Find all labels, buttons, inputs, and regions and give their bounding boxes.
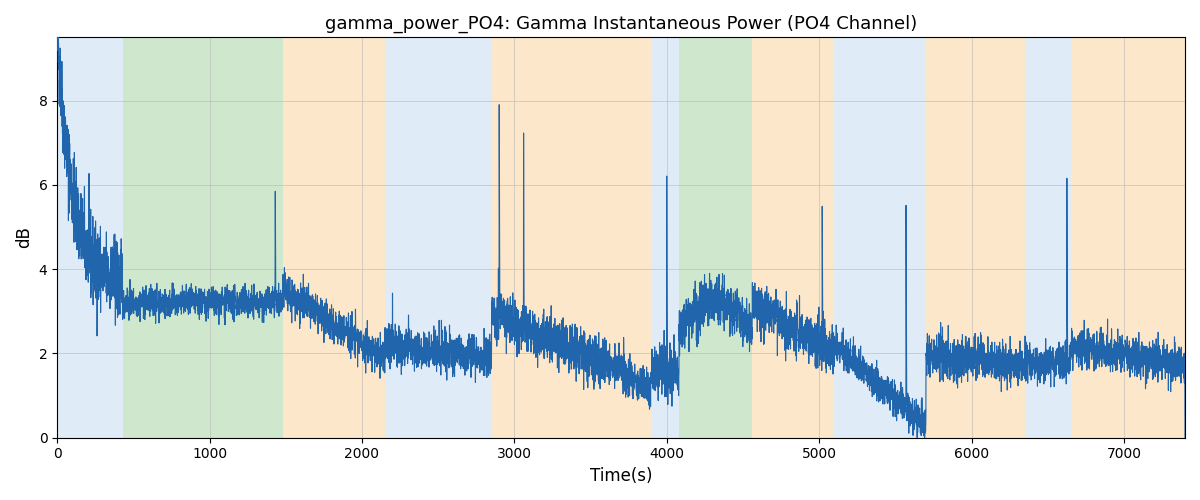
Bar [456, 38, 492, 438]
Bar [1025, 38, 1070, 438]
Bar [58, 38, 122, 438]
Bar [679, 38, 752, 438]
Bar [492, 38, 652, 438]
X-axis label: Time(s): Time(s) [590, 467, 653, 485]
Bar [926, 38, 1025, 438]
Bar [385, 38, 456, 438]
Title: gamma_power_PO4: Gamma Instantaneous Power (PO4 Channel): gamma_power_PO4: Gamma Instantaneous Pow… [325, 15, 917, 34]
Bar [122, 38, 283, 438]
Y-axis label: dB: dB [16, 226, 34, 248]
Bar [752, 38, 834, 438]
Bar [834, 38, 926, 438]
Bar [652, 38, 679, 438]
Bar [283, 38, 385, 438]
Bar [1070, 38, 1186, 438]
